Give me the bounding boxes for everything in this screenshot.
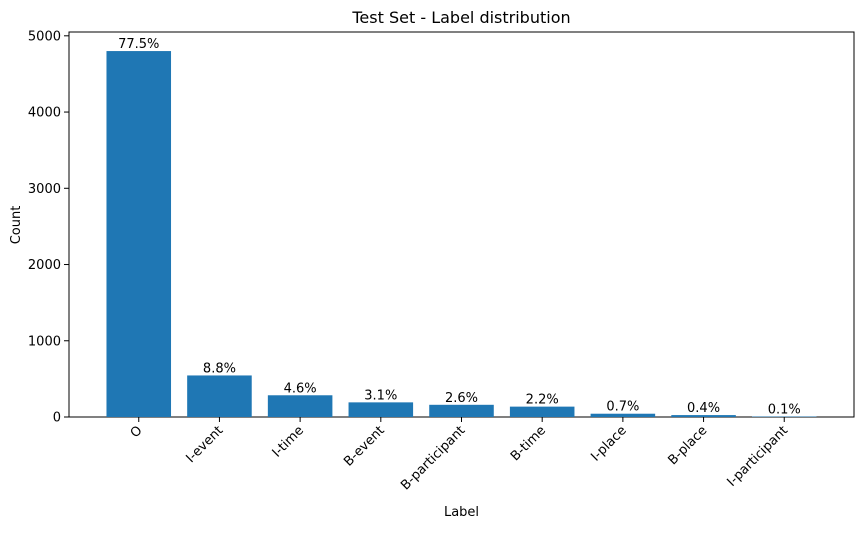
y-tick-label: 0 <box>53 411 61 426</box>
plot-area <box>69 32 854 417</box>
bar-b-event <box>349 402 414 417</box>
x-tick-label: B-event <box>341 423 387 469</box>
data-labels-group: 77.5% 8.8% 4.6% 3.1% 2.6% 2.2% 0.7% 0.4% 0.1% <box>118 37 801 417</box>
x-tick-label: B-place <box>665 423 710 468</box>
x-tick-label: I-event <box>183 423 226 466</box>
y-axis-label: Count <box>9 206 24 245</box>
data-label-i-time: 4.6% <box>284 381 317 396</box>
data-label-o: 77.5% <box>118 37 159 52</box>
data-label-i-place: 0.7% <box>606 400 639 415</box>
data-label-b-event: 3.1% <box>364 388 397 403</box>
x-tick-label: B-time <box>508 423 549 464</box>
plot-frame <box>69 32 854 417</box>
data-label-b-place: 0.4% <box>687 401 720 416</box>
bar-b-participant <box>429 405 494 417</box>
y-tick-label: 1000 <box>28 334 61 349</box>
bar-i-event <box>187 375 252 417</box>
data-label-b-participant: 2.6% <box>445 391 478 406</box>
x-tick-label: I-participant <box>725 423 792 490</box>
x-axis-label: Label <box>444 505 479 520</box>
bar-i-time <box>268 395 333 417</box>
bar-b-time <box>510 407 575 417</box>
y-tick-label: 2000 <box>28 258 61 273</box>
x-tick-label: I-time <box>270 423 307 460</box>
x-tick-label: I-place <box>588 423 629 464</box>
chart-title: Test Set - Label distribution <box>351 8 570 27</box>
y-tick-label: 4000 <box>28 106 61 121</box>
x-tick-label: O <box>128 423 146 441</box>
y-axis: 0 1000 2000 3000 4000 5000 <box>28 29 69 425</box>
bar-o <box>106 51 171 417</box>
data-label-i-event: 8.8% <box>203 361 236 376</box>
data-label-i-participant: 0.1% <box>768 403 801 418</box>
x-tick-label: B-participant <box>398 423 468 493</box>
data-label-b-time: 2.2% <box>526 393 559 408</box>
y-tick-label: 5000 <box>28 29 61 44</box>
y-tick-label: 3000 <box>28 182 61 197</box>
